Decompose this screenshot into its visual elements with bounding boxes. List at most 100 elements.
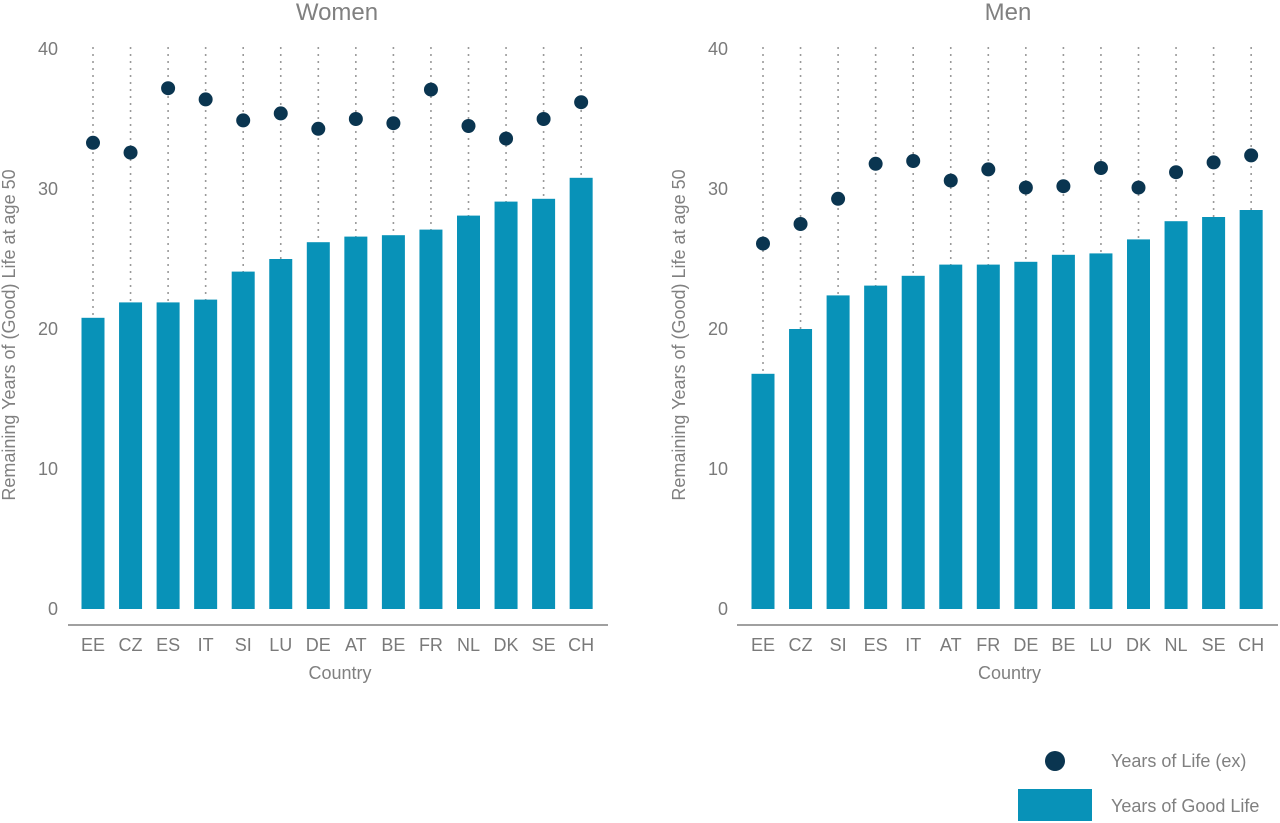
bar-ch bbox=[569, 177, 593, 610]
dot-es bbox=[161, 81, 176, 96]
x-tick-label: DE bbox=[1013, 635, 1038, 655]
x-tick-label: AT bbox=[940, 635, 962, 655]
bar-dk bbox=[494, 201, 518, 609]
bar-at bbox=[939, 264, 963, 609]
dot-cz bbox=[123, 145, 138, 160]
dot-nl bbox=[461, 119, 476, 133]
dot-dk bbox=[1131, 180, 1146, 195]
x-tick-label: DE bbox=[306, 635, 331, 655]
dot-lu bbox=[273, 106, 288, 121]
dot-lu bbox=[1093, 161, 1108, 175]
legend-dot-swatch bbox=[1045, 751, 1065, 771]
dot-fr bbox=[423, 82, 438, 97]
x-tick-label: ES bbox=[156, 635, 180, 655]
legend-bar-swatch bbox=[1018, 789, 1092, 821]
dot-es bbox=[868, 156, 883, 171]
bar-lu bbox=[269, 259, 293, 609]
x-tick-label: CH bbox=[568, 635, 594, 655]
x-tick-label: DK bbox=[1126, 635, 1151, 655]
bar-dk bbox=[1127, 239, 1150, 609]
dot-si bbox=[236, 113, 251, 128]
bar-fr bbox=[976, 264, 1000, 609]
bar-it bbox=[901, 275, 925, 609]
dot-at bbox=[943, 173, 958, 188]
dot-be bbox=[1056, 179, 1071, 194]
chart-title: Men bbox=[985, 0, 1032, 26]
bar-it bbox=[194, 299, 218, 609]
bar-lu bbox=[1089, 253, 1113, 609]
x-tick-label: SI bbox=[830, 635, 847, 655]
dot-fr bbox=[981, 162, 996, 177]
x-tick-label: CH bbox=[1238, 635, 1264, 655]
dot-at bbox=[348, 112, 363, 126]
x-tick-label: DK bbox=[494, 635, 519, 655]
bar-ee bbox=[81, 317, 105, 609]
dot-se bbox=[1206, 155, 1221, 170]
x-tick-label: LU bbox=[269, 635, 292, 655]
x-tick-label: EE bbox=[81, 635, 105, 655]
x-tick-label: SE bbox=[1202, 635, 1226, 655]
x-tick-label: SI bbox=[235, 635, 252, 655]
bar-cz bbox=[119, 302, 143, 609]
bar-es bbox=[864, 285, 888, 609]
y-tick-label: 30 bbox=[708, 179, 728, 199]
x-tick-label: ES bbox=[864, 635, 888, 655]
bar-si bbox=[231, 271, 255, 609]
bar-nl bbox=[1164, 221, 1188, 609]
x-tick-label: NL bbox=[457, 635, 480, 655]
dot-nl bbox=[1169, 165, 1184, 180]
dot-se bbox=[536, 112, 551, 126]
y-tick-label: 20 bbox=[38, 319, 58, 339]
dot-it bbox=[906, 154, 921, 168]
y-tick-label: 40 bbox=[708, 39, 728, 59]
dot-it bbox=[198, 92, 213, 107]
dot-cz bbox=[793, 217, 808, 231]
dot-de bbox=[311, 121, 326, 136]
bar-de bbox=[306, 242, 330, 609]
x-tick-label: NL bbox=[1165, 635, 1188, 655]
x-tick-label: SE bbox=[532, 635, 556, 655]
legend: Years of Life (ex) Years of Good Life bbox=[1018, 751, 1259, 821]
y-tick-label: 0 bbox=[48, 599, 58, 619]
x-tick-label: CZ bbox=[119, 635, 143, 655]
x-tick-label: CZ bbox=[789, 635, 813, 655]
x-tick-label: IT bbox=[905, 635, 921, 655]
x-axis-label: Country bbox=[978, 663, 1041, 683]
bar-es bbox=[156, 302, 180, 609]
bar-ch bbox=[1239, 210, 1263, 609]
y-tick-label: 10 bbox=[38, 459, 58, 479]
y-tick-label: 40 bbox=[38, 39, 58, 59]
dot-be bbox=[386, 116, 401, 131]
y-axis-label: Remaining Years of (Good) Life at age 50 bbox=[0, 169, 19, 500]
x-tick-label: LU bbox=[1089, 635, 1112, 655]
x-tick-label: AT bbox=[345, 635, 367, 655]
dot-dk bbox=[499, 131, 514, 146]
x-tick-label: BE bbox=[1051, 635, 1075, 655]
x-tick-label: BE bbox=[381, 635, 405, 655]
y-tick-label: 30 bbox=[38, 179, 58, 199]
bar-se bbox=[1202, 217, 1226, 609]
y-axis-label: Remaining Years of (Good) Life at age 50 bbox=[669, 169, 689, 500]
bar-si bbox=[826, 295, 850, 609]
dot-ee bbox=[756, 236, 770, 251]
x-axis-label: Country bbox=[308, 663, 371, 683]
bar-fr bbox=[419, 229, 443, 609]
legend-dot-label: Years of Life (ex) bbox=[1111, 751, 1246, 771]
x-tick-label: FR bbox=[976, 635, 1000, 655]
dot-de bbox=[1018, 180, 1033, 195]
bar-be bbox=[381, 235, 405, 609]
x-tick-label: FR bbox=[419, 635, 443, 655]
bar-at bbox=[344, 236, 368, 609]
dot-ch bbox=[574, 95, 589, 110]
bar-cz bbox=[789, 329, 813, 609]
bar-se bbox=[532, 198, 556, 610]
panel-women: Women 0 10 20 30 40 Remaining Years of (Good) … bbox=[0, 0, 608, 683]
dot-ee bbox=[86, 135, 100, 150]
dot-ch bbox=[1244, 148, 1259, 163]
dot-si bbox=[831, 191, 846, 206]
y-tick-label: 10 bbox=[708, 459, 728, 479]
bar-de bbox=[1014, 261, 1038, 609]
x-tick-label: IT bbox=[198, 635, 214, 655]
